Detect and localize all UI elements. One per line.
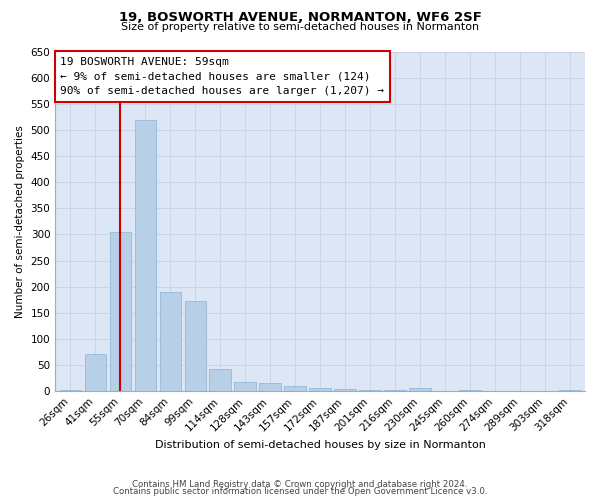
Bar	[85, 354, 106, 392]
Bar	[284, 386, 306, 392]
Text: 19, BOSWORTH AVENUE, NORMANTON, WF6 2SF: 19, BOSWORTH AVENUE, NORMANTON, WF6 2SF	[119, 11, 481, 24]
Text: Size of property relative to semi-detached houses in Normanton: Size of property relative to semi-detach…	[121, 22, 479, 32]
X-axis label: Distribution of semi-detached houses by size in Normanton: Distribution of semi-detached houses by …	[155, 440, 485, 450]
Bar	[460, 390, 481, 392]
Bar	[559, 390, 581, 392]
Bar	[134, 120, 156, 392]
Bar	[334, 389, 356, 392]
Text: Contains HM Land Registry data © Crown copyright and database right 2024.: Contains HM Land Registry data © Crown c…	[132, 480, 468, 489]
Bar	[185, 301, 206, 392]
Bar	[59, 390, 81, 392]
Bar	[310, 388, 331, 392]
Bar	[359, 390, 380, 392]
Bar	[209, 370, 231, 392]
Text: Contains public sector information licensed under the Open Government Licence v3: Contains public sector information licen…	[113, 488, 487, 496]
Bar	[110, 232, 131, 392]
Bar	[235, 382, 256, 392]
Bar	[409, 388, 431, 392]
Bar	[259, 384, 281, 392]
Bar	[385, 390, 406, 392]
Text: 19 BOSWORTH AVENUE: 59sqm
← 9% of semi-detached houses are smaller (124)
90% of : 19 BOSWORTH AVENUE: 59sqm ← 9% of semi-d…	[61, 56, 385, 96]
Y-axis label: Number of semi-detached properties: Number of semi-detached properties	[15, 125, 25, 318]
Bar	[160, 292, 181, 392]
